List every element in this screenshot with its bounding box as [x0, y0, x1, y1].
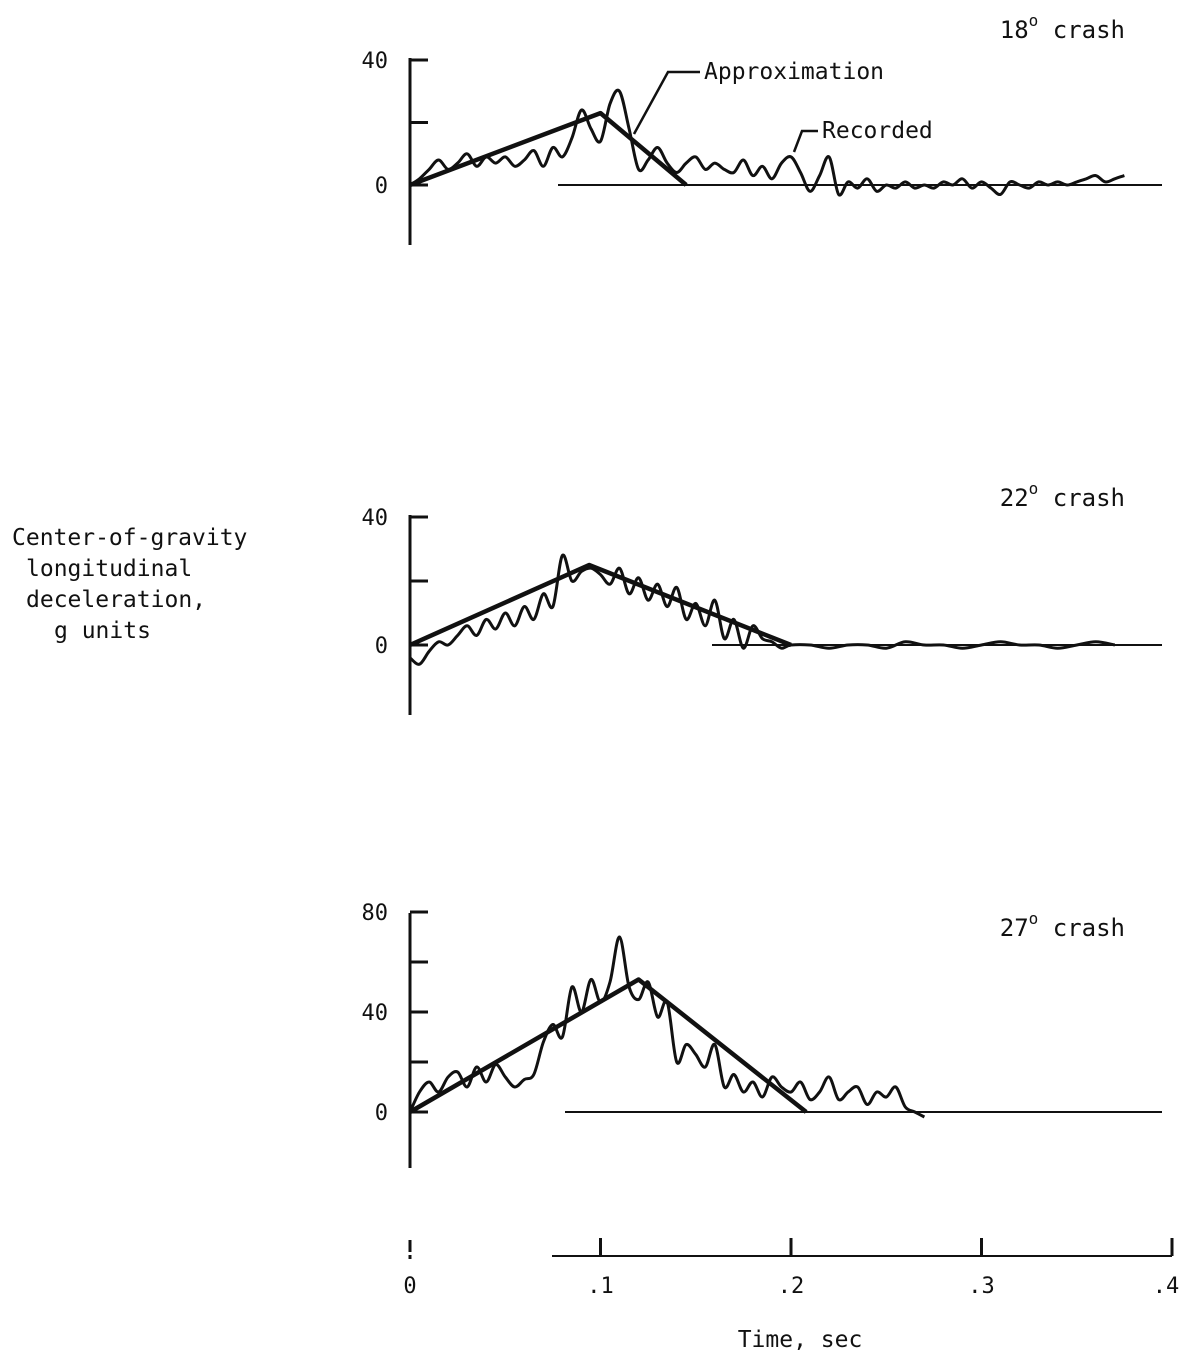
y-tick-label: 80 — [362, 901, 389, 926]
panel-1: 0 40 18o crash — [362, 11, 1162, 245]
y-axis-label-line-3: deceleration, — [26, 587, 207, 613]
chart-panels: 0 40 18o crash 0 40 22o crash 0 40 80 27o crash — [362, 11, 1162, 1168]
x-tick-label: 0 — [403, 1274, 416, 1299]
panel-2: 0 40 22o crash — [362, 479, 1162, 715]
series-recorded — [409, 553, 1116, 666]
approximation-leader — [632, 70, 700, 135]
panel-title: 18o crash — [1000, 11, 1125, 44]
x-tick-label: .1 — [587, 1274, 614, 1299]
x-tick-label: .3 — [968, 1274, 995, 1299]
x-tick-label: .2 — [778, 1274, 805, 1299]
y-tick-label: 40 — [362, 1001, 389, 1026]
annotation-recorded: Recorded — [792, 118, 933, 153]
panel-title: 22o crash — [1000, 479, 1125, 512]
series-recorded — [409, 88, 1125, 197]
annotation-approximation: Approximation — [632, 59, 884, 135]
time-axis: 0 .1 .2 .3 .4 — [403, 1238, 1179, 1299]
y-tick-label: 0 — [375, 1101, 388, 1126]
approximation-label: Approximation — [704, 59, 884, 85]
y-axis-label-line-2: longitudinal — [26, 556, 193, 582]
x-tick-label: .4 — [1153, 1274, 1180, 1299]
series-approximation — [408, 977, 808, 1114]
recorded-leader — [792, 129, 818, 153]
recorded-label: Recorded — [822, 118, 933, 144]
y-tick-label: 0 — [375, 174, 388, 199]
y-axis-label-line-4: g units — [54, 618, 151, 644]
y-axis-label: Center-of-gravity longitudinal decelerat… — [12, 523, 247, 647]
series-approximation — [409, 562, 792, 648]
series-approximation — [409, 110, 688, 188]
series-recorded — [408, 935, 926, 1119]
y-tick-label: 40 — [362, 506, 389, 531]
panel-3: 0 40 80 27o crash — [362, 901, 1162, 1168]
x-axis-label: Time, sec — [738, 1327, 863, 1353]
y-axis-label-line-1: Center-of-gravity — [12, 525, 248, 551]
y-tick-label: 0 — [375, 634, 388, 659]
y-tick-label: 40 — [362, 49, 389, 74]
panel-title: 27o crash — [1000, 909, 1125, 942]
